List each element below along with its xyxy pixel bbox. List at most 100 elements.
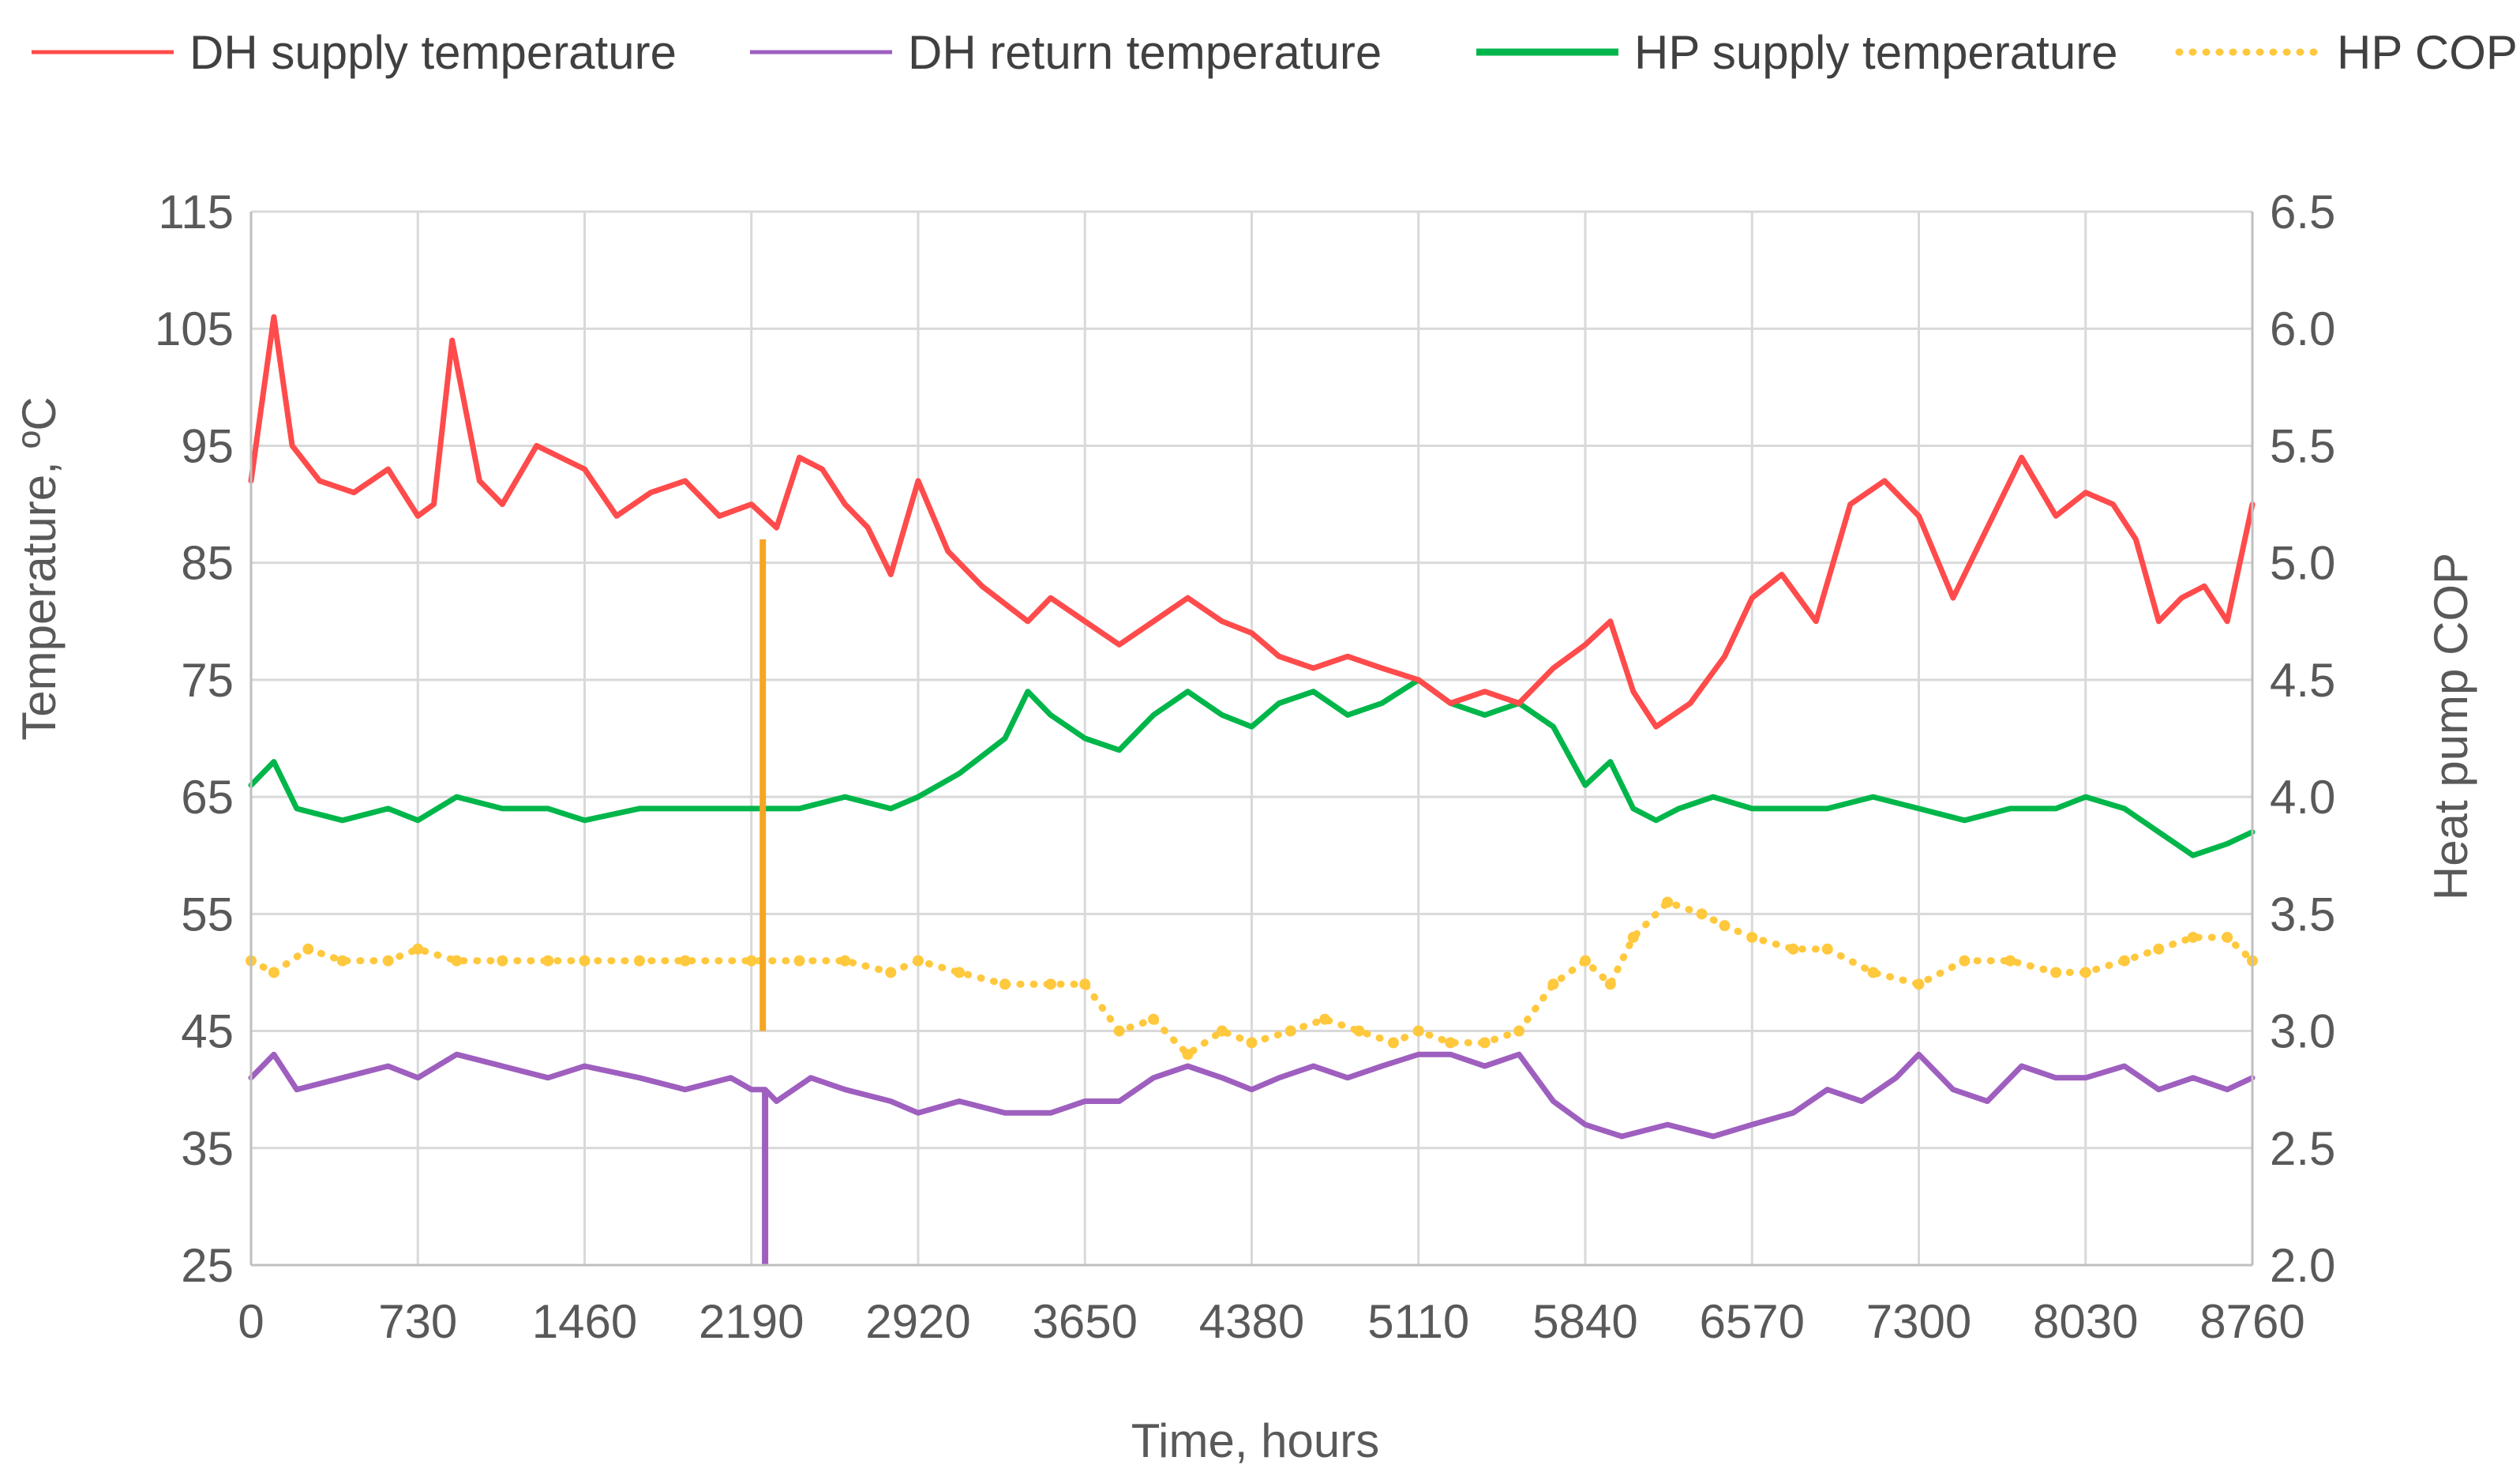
- y-right-tick-label: 2.5: [2270, 1122, 2335, 1175]
- point-hp-cop: [1113, 1025, 1125, 1037]
- x-tick-label: 4380: [1199, 1295, 1304, 1348]
- x-tick-label: 2190: [699, 1295, 804, 1348]
- x-tick-label: 3650: [1033, 1295, 1138, 1348]
- y-left-tick-label: 85: [181, 537, 234, 590]
- point-hp-cop: [1959, 955, 1971, 967]
- legend-item-dh-return-temperature: DH return temperature: [750, 26, 1382, 79]
- legend-item-dh-supply-temperature: DH supply temperature: [32, 26, 677, 79]
- point-hp-cop: [1821, 943, 1833, 955]
- point-hp-cop: [2153, 943, 2165, 955]
- x-tick-label: 730: [378, 1295, 457, 1348]
- point-hp-cop: [268, 967, 279, 978]
- point-hp-cop: [1867, 967, 1879, 978]
- point-hp-cop: [999, 978, 1011, 990]
- legend-label: DH supply temperature: [189, 26, 677, 79]
- point-hp-cop: [1604, 978, 1616, 990]
- point-hp-cop: [633, 955, 645, 967]
- point-hp-cop: [1719, 920, 1731, 932]
- point-hp-cop: [451, 955, 463, 967]
- point-hp-cop: [302, 943, 314, 955]
- x-axis-title: Time, hours: [1131, 1414, 1380, 1467]
- y-right-tick-label: 3.5: [2270, 888, 2335, 941]
- point-hp-cop: [1787, 943, 1799, 955]
- point-hp-cop: [579, 955, 591, 967]
- y-left-tick-label: 65: [181, 771, 234, 824]
- x-tick-label: 7300: [1866, 1295, 1971, 1348]
- y-right-tick-label: 6.5: [2270, 186, 2335, 238]
- series-dh-return-temperature: [248, 1051, 2256, 1140]
- series-hp-supply-temperature: [248, 677, 2256, 858]
- point-hp-cop: [2050, 967, 2062, 978]
- y-axis-right-title: Heat pump COP: [2424, 553, 2477, 900]
- point-hp-cop: [1182, 1049, 1194, 1061]
- point-hp-cop: [336, 955, 348, 967]
- y-right-tick-label: 5.5: [2270, 419, 2335, 472]
- point-hp-cop: [497, 955, 508, 967]
- point-hp-cop: [679, 955, 691, 967]
- point-hp-cop: [745, 955, 757, 967]
- point-hp-cop: [1913, 978, 1925, 990]
- y-left-tick-label: 45: [181, 1005, 234, 1058]
- x-tick-label: 5110: [1367, 1295, 1469, 1348]
- y-left-tick-label: 75: [181, 654, 234, 707]
- x-tick-label: 8030: [2033, 1295, 2138, 1348]
- legend: DH supply temperature DH return temperatu…: [32, 26, 2518, 79]
- point-hp-cop: [913, 955, 924, 967]
- point-hp-cop: [1627, 931, 1639, 943]
- series-layer: [246, 314, 2258, 1140]
- point-hp-cop: [2118, 955, 2130, 967]
- y-axis-left-title: Temperature, ºC: [13, 396, 66, 740]
- point-hp-cop: [1513, 1025, 1525, 1037]
- point-hp-cop: [1387, 1037, 1399, 1049]
- point-hp-cop: [1353, 1025, 1365, 1037]
- point-hp-cop: [2079, 967, 2091, 978]
- x-tick-label: 5840: [1532, 1295, 1637, 1348]
- point-hp-cop: [1148, 1013, 1160, 1025]
- y-right-tick-label: 6.0: [2270, 302, 2335, 355]
- point-hp-cop: [1284, 1025, 1296, 1037]
- y-right-tick-label: 2.0: [2270, 1239, 2335, 1292]
- x-tick-label: 6570: [1700, 1295, 1805, 1348]
- y-left-tick-label: 25: [181, 1239, 234, 1292]
- point-hp-cop: [793, 955, 805, 967]
- y-right-tick-label: 4.0: [2270, 771, 2335, 824]
- point-hp-cop: [1696, 908, 1708, 920]
- point-hp-cop: [1445, 1037, 1457, 1049]
- point-hp-cop: [1246, 1037, 1258, 1049]
- point-hp-cop: [885, 967, 897, 978]
- legend-label: HP COP: [2337, 26, 2518, 79]
- y-right-tick-label: 3.0: [2270, 1005, 2335, 1058]
- point-hp-cop: [1580, 955, 1591, 967]
- point-hp-cop: [1746, 931, 1758, 943]
- x-tick-label: 0: [238, 1295, 264, 1348]
- point-hp-cop: [2004, 955, 2016, 967]
- point-hp-cop: [839, 955, 851, 967]
- y-right-tick-label: 5.0: [2270, 537, 2335, 590]
- point-hp-cop: [1412, 1025, 1424, 1037]
- legend-label: HP supply temperature: [1634, 26, 2118, 79]
- legend-item-hp-cop: HP COP: [2175, 26, 2518, 79]
- y-left-tick-label: 95: [181, 419, 234, 472]
- point-hp-cop: [1662, 896, 1674, 908]
- axis-layer: 115 105 95 85 75 65 55 45 35 25 6.5 6.0 5.5 5.0 4.5 4.0…: [155, 186, 2336, 1348]
- x-tick-label: 1460: [532, 1295, 637, 1348]
- y-left-tick-label: 55: [181, 888, 234, 941]
- point-hp-cop: [542, 955, 554, 967]
- legend-label: DH return temperature: [908, 26, 1382, 79]
- legend-item-hp-supply-temperature: HP supply temperature: [1476, 26, 2118, 79]
- y-left-tick-label: 105: [155, 302, 234, 355]
- point-hp-cop: [1044, 978, 1056, 990]
- series-dh-supply-temperature: [248, 314, 2256, 730]
- point-hp-cop: [2187, 931, 2199, 943]
- x-tick-label: 2920: [865, 1295, 970, 1348]
- point-hp-cop: [1479, 1037, 1491, 1049]
- y-left-tick-label: 115: [158, 186, 234, 238]
- point-hp-cop: [1079, 978, 1091, 990]
- point-hp-cop: [1547, 978, 1559, 990]
- point-hp-cop: [382, 955, 394, 967]
- y-right-tick-label: 4.5: [2270, 654, 2335, 707]
- annotation-layer: [759, 539, 769, 1265]
